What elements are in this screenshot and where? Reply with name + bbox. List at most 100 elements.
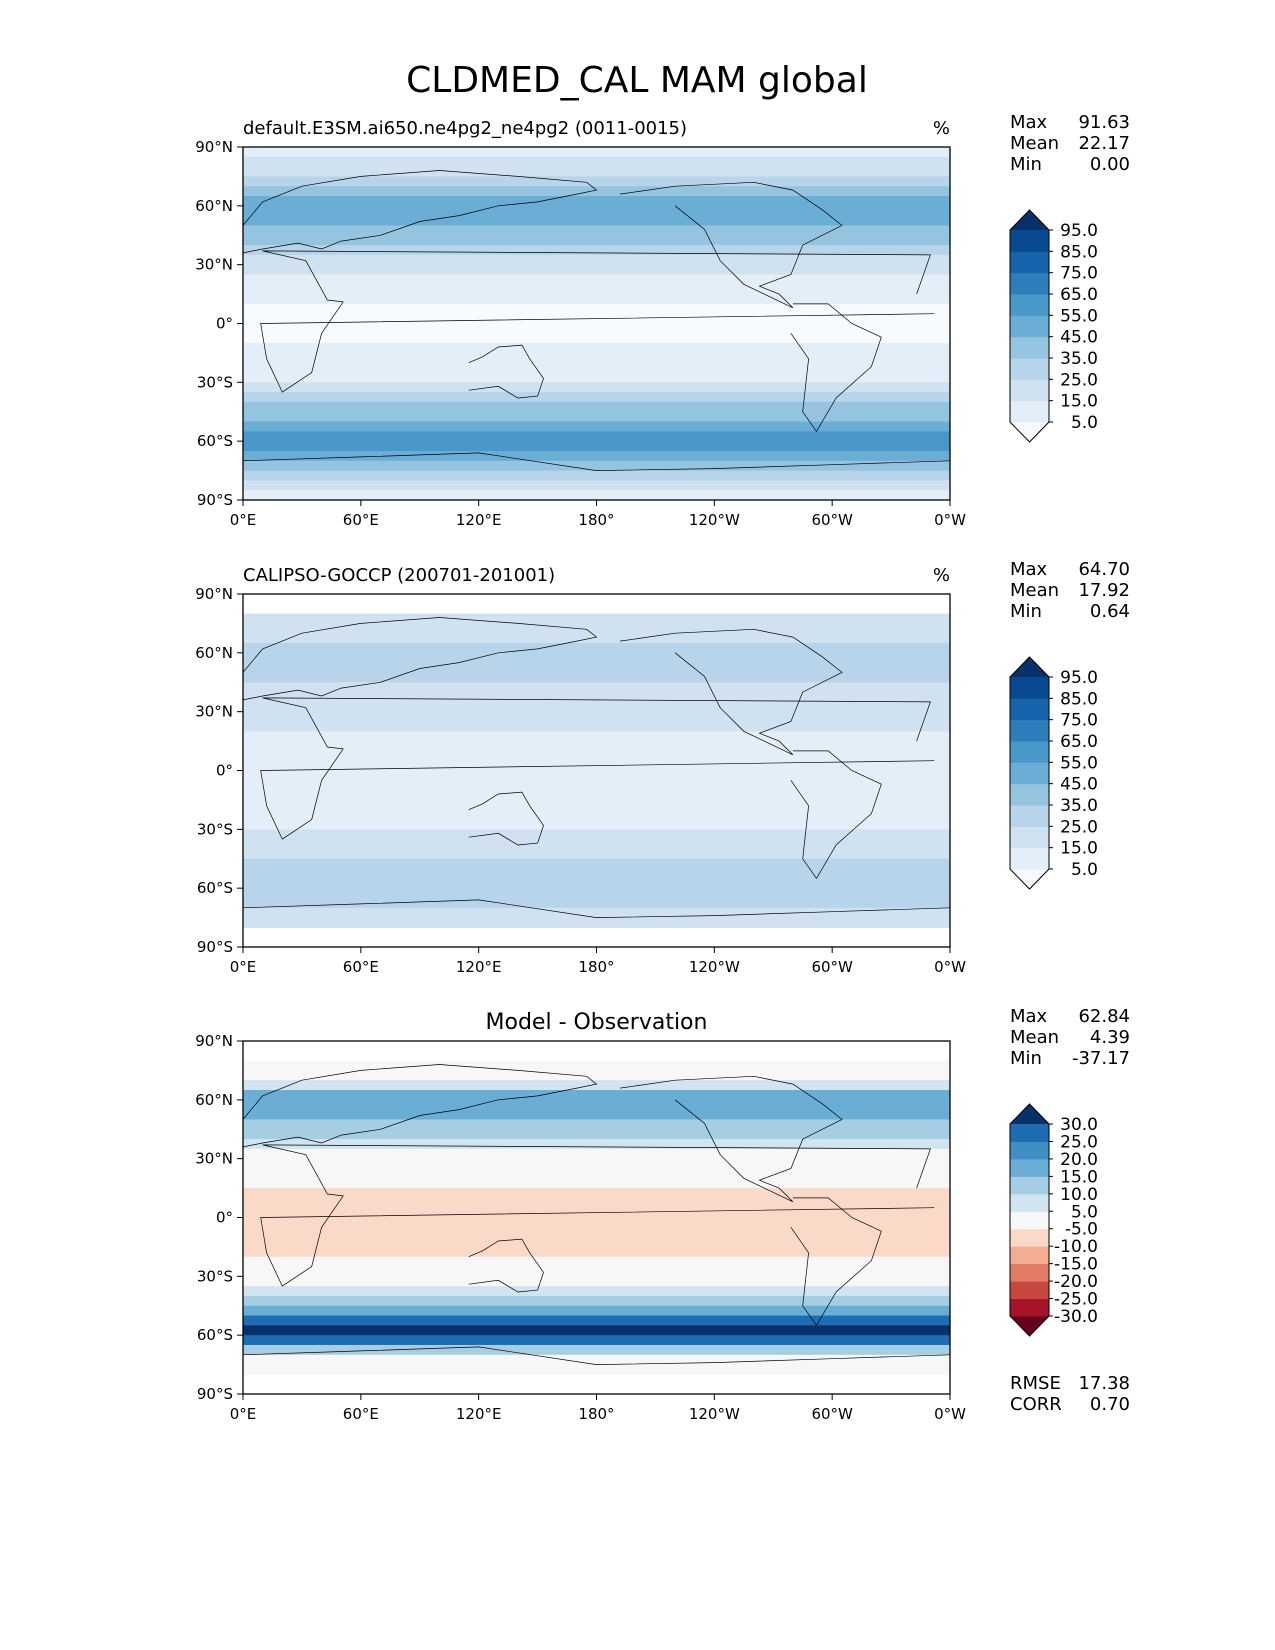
y-tick-label: 0° — [216, 315, 233, 333]
map-panel-1: 0°E 60°E 120°E 180° 120°W 60°W 0°W 90°N 60°N 30°N… — [195, 112, 1130, 529]
stat-label: Min — [1010, 601, 1042, 622]
field-band — [243, 1295, 950, 1307]
x-tick-label: 120°W — [689, 1405, 740, 1423]
colorbar-label: 15.0 — [1060, 839, 1098, 859]
colorbar-segment — [1010, 336, 1049, 359]
y-tick-label: 30°N — [195, 256, 233, 274]
field-band — [243, 196, 950, 207]
colorbar-extend-max — [1010, 1104, 1049, 1124]
colorbar-segment — [1010, 698, 1049, 721]
x-tick-label: 0°W — [934, 1405, 966, 1423]
colorbar-segment — [1010, 1228, 1049, 1247]
colorbar-segment — [1010, 741, 1049, 763]
colorbar-segment — [1010, 1141, 1049, 1160]
field-band — [243, 672, 950, 683]
colorbar-extend-max — [1010, 210, 1049, 230]
field-band — [243, 623, 950, 634]
stat-label: RMSE — [1010, 1373, 1061, 1394]
stat-value: 0.00 — [1090, 154, 1130, 175]
coastline — [468, 1238, 544, 1293]
panel-title: default.E3SM.ai650.ne4pg2_ne4pg2 (0011-0… — [243, 118, 687, 139]
field-band — [243, 362, 950, 374]
stat-value: 17.38 — [1078, 1373, 1130, 1394]
colorbar-label: -20.0 — [1054, 1272, 1098, 1292]
y-tick-label: 90°S — [197, 491, 233, 509]
field-band — [243, 284, 950, 295]
field-band — [243, 741, 950, 752]
colorbar-segment — [1010, 783, 1049, 806]
field-band — [243, 858, 950, 870]
coastline — [620, 628, 843, 756]
field-band — [243, 323, 950, 334]
x-tick-label: 120°W — [689, 958, 740, 976]
field-band — [243, 682, 950, 693]
coastline — [790, 303, 882, 433]
field-band — [243, 460, 950, 472]
field-band — [243, 490, 950, 501]
field-band — [243, 868, 950, 879]
field-band — [243, 147, 950, 158]
panel-units: % — [933, 565, 950, 586]
colorbar-label: 75.0 — [1060, 711, 1098, 731]
x-tick-label: 180° — [578, 511, 614, 529]
field-band — [243, 235, 950, 246]
field-band — [243, 294, 950, 305]
field-band — [243, 1129, 950, 1140]
y-tick-label: 30°S — [197, 1267, 233, 1285]
colorbar-extend-min — [1010, 869, 1049, 889]
colorbar-label: 5.0 — [1071, 1202, 1098, 1222]
field-band — [243, 431, 950, 442]
colorbar-label: 75.0 — [1060, 264, 1098, 284]
coastline — [468, 791, 544, 846]
colorbar-segment — [1010, 1281, 1049, 1300]
stat-value: 4.39 — [1090, 1027, 1130, 1048]
colorbar-segment — [1010, 1158, 1049, 1177]
colorbar-extend-max — [1010, 657, 1049, 677]
field-band — [243, 1168, 950, 1179]
field-band — [243, 643, 950, 654]
y-tick-label: 90°S — [197, 938, 233, 956]
map-panel-2: 0°E 60°E 120°E 180° 120°W 60°W 0°W 90°N 60°N 30°N… — [195, 559, 1130, 976]
colorbar-label: 15.0 — [1060, 392, 1098, 412]
field-band — [243, 897, 950, 909]
stat-label: Min — [1010, 1048, 1042, 1069]
x-tick-label: 180° — [578, 1405, 614, 1423]
field-band — [243, 848, 950, 860]
field-band — [243, 809, 950, 821]
stat-value: 0.64 — [1090, 601, 1130, 622]
field-band — [243, 1090, 950, 1101]
coastline — [790, 1197, 882, 1327]
y-tick-label: 90°N — [195, 1032, 233, 1050]
colorbar-segment — [1010, 826, 1049, 849]
field-band — [243, 613, 950, 625]
stat-label: Max — [1010, 112, 1048, 133]
field-band — [243, 186, 950, 197]
field-band — [243, 156, 950, 168]
field-band — [243, 1276, 950, 1287]
y-tick-label: 60°N — [195, 197, 233, 215]
stat-label: Mean — [1010, 133, 1059, 154]
colorbar-label: -5.0 — [1065, 1220, 1098, 1240]
x-tick-label: 0°E — [230, 1405, 257, 1423]
field-band — [243, 343, 950, 354]
field-band — [243, 652, 950, 664]
colorbar-label: -25.0 — [1054, 1290, 1098, 1310]
colorbar-segment — [1010, 847, 1049, 870]
stat-label: Mean — [1010, 580, 1059, 601]
field-band — [243, 450, 950, 462]
field-band — [243, 1099, 950, 1111]
y-tick-label: 30°S — [197, 373, 233, 391]
colorbar-segment — [1010, 294, 1049, 316]
colorbar: 5.015.025.035.045.055.065.075.085.095.0 — [1009, 209, 1098, 443]
field-band — [243, 274, 950, 285]
y-tick-label: 60°N — [195, 644, 233, 662]
field-band — [243, 799, 950, 811]
field-band — [243, 1227, 950, 1238]
y-tick-label: 90°S — [197, 1385, 233, 1403]
colorbar-segment — [1010, 315, 1049, 338]
colorbar-label: 35.0 — [1060, 796, 1098, 816]
stat-value: 17.92 — [1078, 580, 1130, 601]
field-band — [243, 878, 950, 889]
field-band — [243, 1256, 950, 1268]
field-band — [243, 1354, 950, 1366]
